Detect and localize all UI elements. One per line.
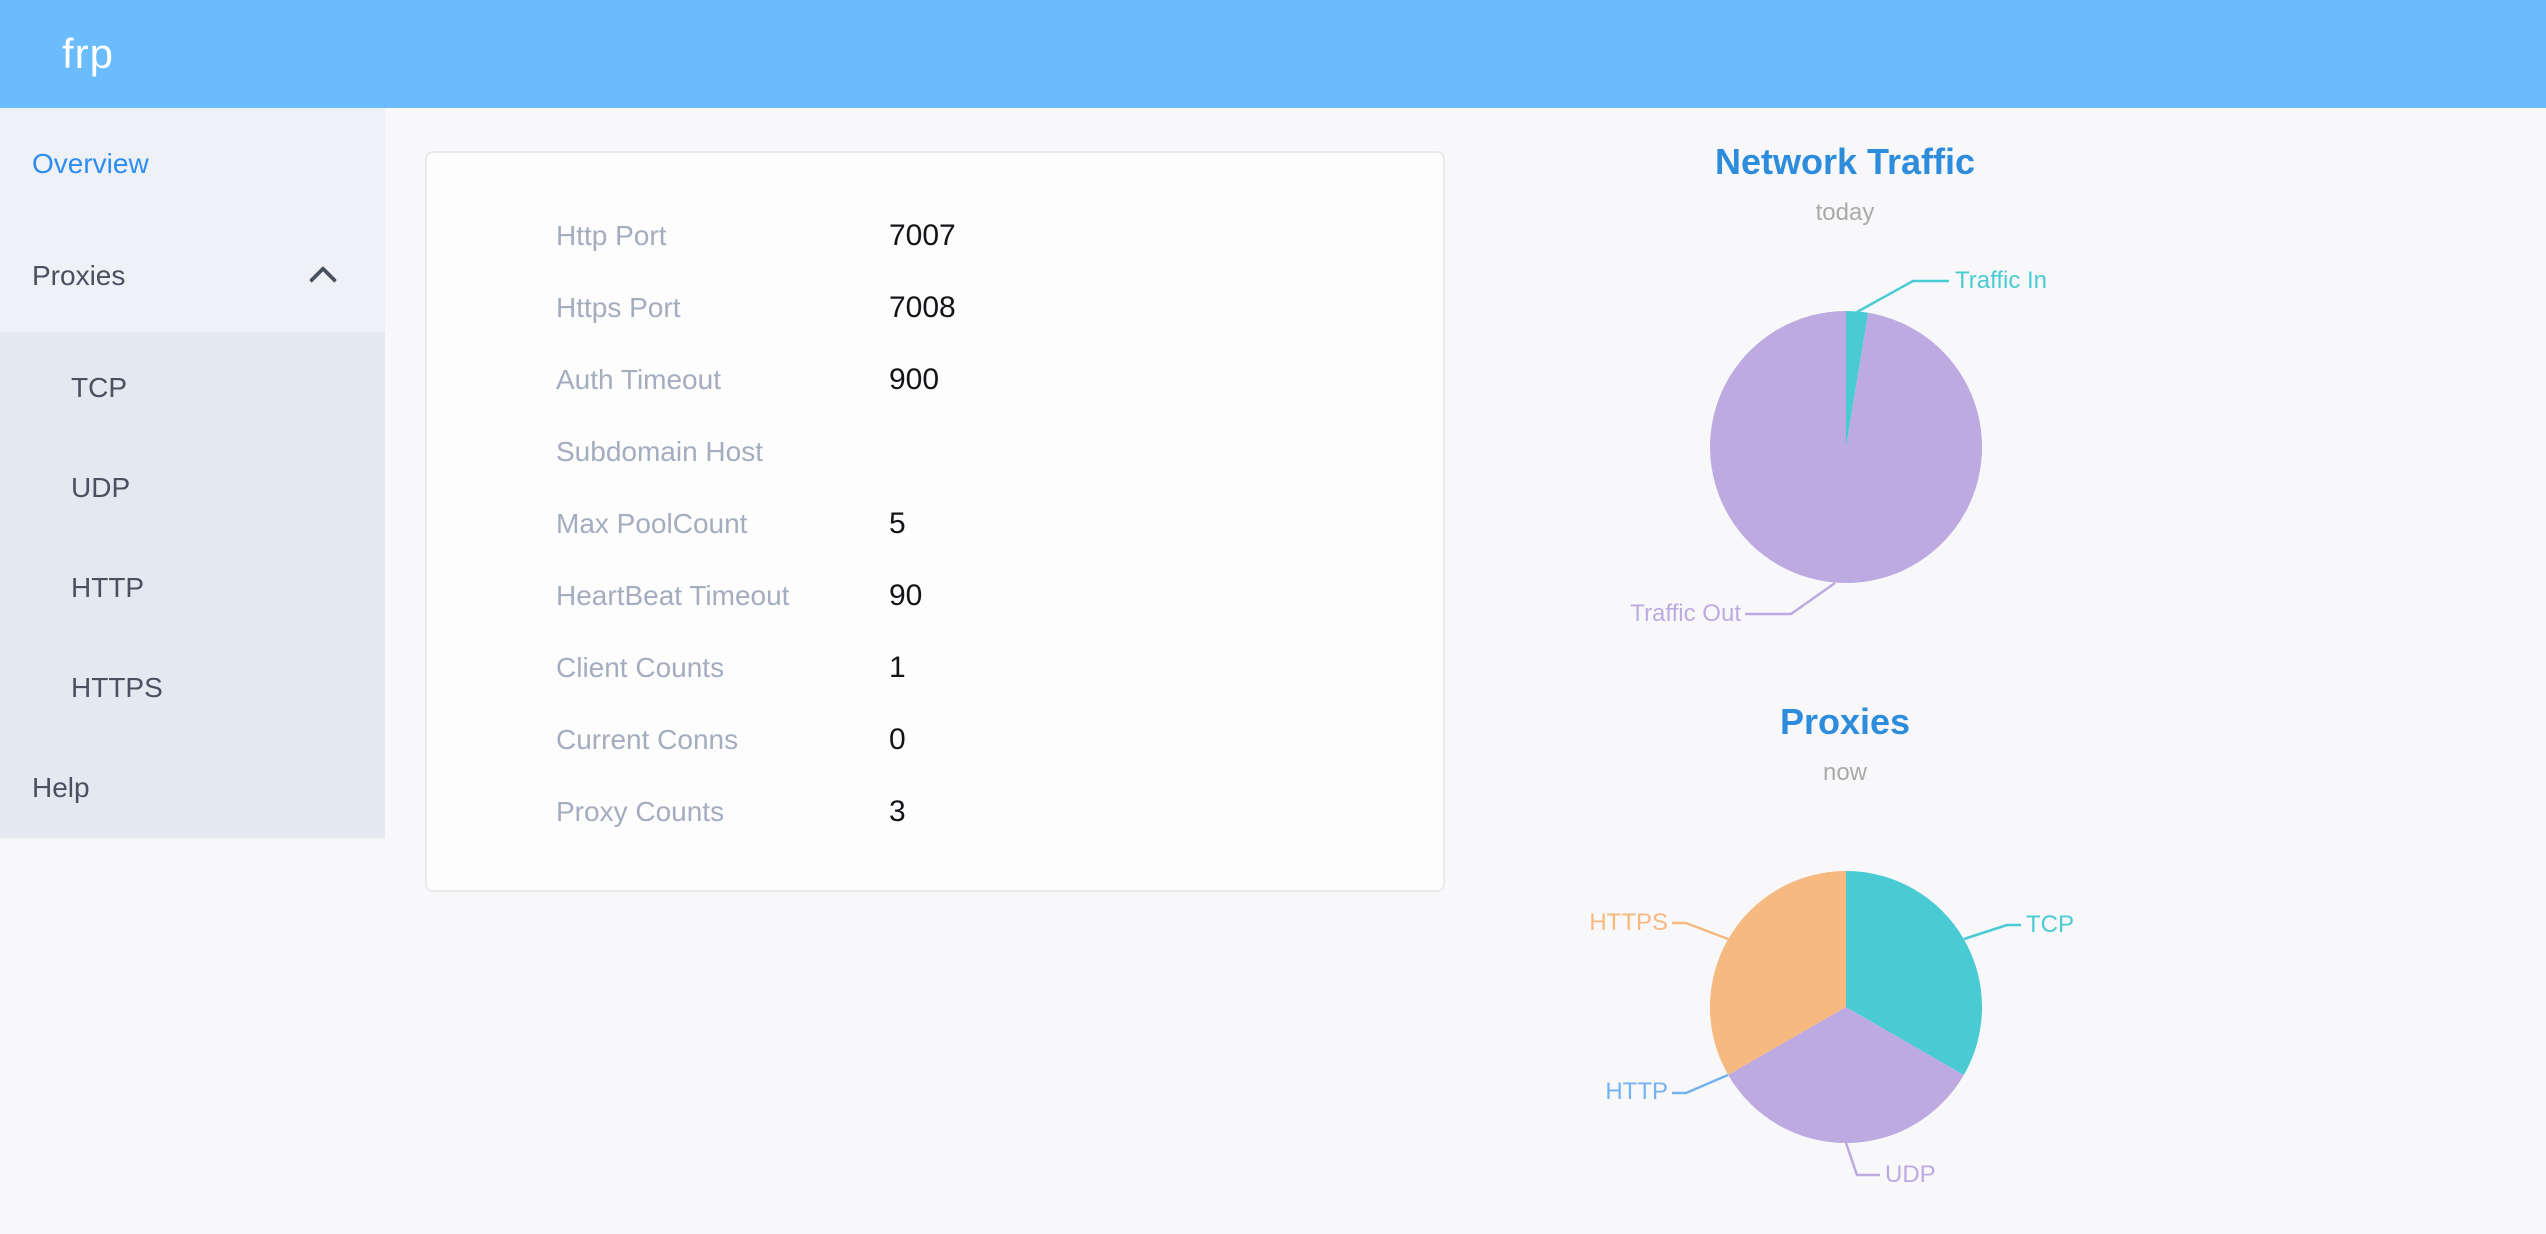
http-label: HTTP	[1605, 1078, 1668, 1105]
config-row: Current Conns 0	[427, 704, 1443, 776]
config-label: Max PoolCount	[556, 508, 748, 539]
proxies-submenu: TCP UDP HTTP HTTPS	[0, 332, 385, 838]
pie-slice-traffic-in[interactable]	[1846, 311, 1869, 447]
tcp-label: TCP	[2026, 911, 2074, 938]
config-label: Auth Timeout	[556, 364, 721, 395]
config-label: Https Port	[556, 292, 681, 323]
config-row: Https Port 7008	[427, 272, 1443, 344]
chevron-up-icon	[308, 265, 338, 295]
proxies-pie[interactable]	[1445, 700, 2245, 1234]
config-value: 3	[889, 795, 906, 828]
pie-slice-udp[interactable]	[1728, 1007, 1964, 1144]
config-row: Client Counts 1	[427, 632, 1443, 704]
pie-slice-traffic-out[interactable]	[1710, 311, 1983, 583]
chart-title: Proxies	[1779, 701, 1911, 742]
chart-subtitle: today	[1815, 199, 1875, 226]
config-value: 7007	[889, 219, 956, 252]
sidebar-item-https[interactable]: HTTPS	[71, 672, 163, 703]
config-label: Current Conns	[556, 724, 739, 755]
config-row: Proxy Counts 3	[427, 776, 1443, 848]
http-leader-line	[1672, 1073, 1729, 1095]
config-value: 90	[889, 579, 923, 612]
sidebar-item-help[interactable]: Help	[32, 772, 90, 803]
https-leader-line	[1672, 921, 1729, 941]
network-traffic-pie[interactable]	[1445, 140, 2245, 660]
sidebar-item-udp[interactable]: UDP	[71, 472, 131, 503]
sidebar-item-proxies[interactable]: Proxies	[0, 226, 385, 326]
sidebar-item-http[interactable]: HTTP	[71, 572, 145, 603]
config-row: Max PoolCount 5	[427, 488, 1443, 560]
config-value: 7008	[889, 291, 956, 324]
config-label: Proxy Counts	[556, 796, 725, 827]
traffic-out-leader-line	[1745, 581, 1836, 616]
https-label: HTTPS	[1589, 909, 1668, 936]
config-label: Subdomain Host	[556, 436, 764, 467]
config-row: HeartBeat Timeout 90	[427, 560, 1443, 632]
config-row: Http Port 7007	[427, 200, 1443, 272]
network-traffic-chart: Network Traffic today Traffic In Traffic…	[1445, 140, 2245, 660]
config-value: 1	[889, 651, 906, 684]
config-label: Client Counts	[556, 652, 725, 683]
app-header: frp	[0, 0, 2546, 108]
chart-title: Network Traffic	[1714, 141, 1976, 182]
config-value: 5	[889, 507, 906, 540]
traffic-out-label: Traffic Out	[1630, 600, 1741, 627]
sidebar-item-overview[interactable]: Overview	[32, 148, 149, 179]
pie-slice-tcp[interactable]	[1846, 871, 1983, 1075]
config-value: 900	[889, 363, 940, 396]
udp-label: UDP	[1885, 1161, 1936, 1188]
tcp-leader-line	[1963, 923, 2021, 941]
pie-slice-https[interactable]	[1709, 871, 1846, 1075]
config-row: Subdomain Host	[427, 416, 1443, 488]
traffic-in-leader-line	[1856, 279, 1949, 314]
traffic-in-label: Traffic In	[1955, 267, 2048, 294]
sidebar-item-tcp[interactable]: TCP	[71, 372, 127, 403]
proxies-chart: Proxies now TCP UDP HTTP HTTPS	[1445, 700, 2245, 1234]
config-row: Auth Timeout 900	[427, 344, 1443, 416]
sidebar: Overview Proxies TCP UDP HTTP HTTPS Help	[0, 108, 385, 839]
chart-subtitle: now	[1822, 759, 1868, 786]
app-logo: frp	[62, 30, 115, 77]
config-label: Http Port	[556, 220, 667, 251]
server-config-card: Http Port 7007 Https Port 7008 Auth Time…	[425, 151, 1445, 892]
sidebar-item-proxies-label: Proxies	[32, 260, 126, 291]
config-label: HeartBeat Timeout	[556, 580, 790, 611]
config-value: 0	[889, 723, 906, 756]
udp-leader-line	[1844, 1142, 1880, 1177]
